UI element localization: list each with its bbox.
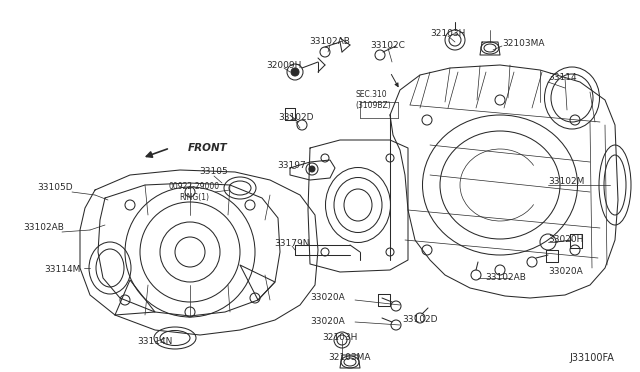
Text: 33114: 33114	[548, 74, 577, 83]
Text: 32103H: 32103H	[430, 29, 466, 38]
Text: 33102D: 33102D	[278, 113, 314, 122]
Text: 33114M: 33114M	[44, 266, 80, 275]
Text: 33020A: 33020A	[310, 317, 345, 327]
Circle shape	[309, 166, 315, 172]
Text: 33020A: 33020A	[548, 267, 583, 276]
Text: 32103MA: 32103MA	[329, 353, 371, 362]
Circle shape	[291, 68, 299, 76]
Text: 32103MA: 32103MA	[502, 39, 545, 48]
Text: 33102C: 33102C	[371, 41, 405, 49]
Text: 33197: 33197	[278, 160, 307, 170]
Text: 33179N: 33179N	[275, 238, 310, 247]
Text: 33102M: 33102M	[548, 177, 584, 186]
Text: 33020H: 33020H	[548, 235, 584, 244]
Text: 32009H: 32009H	[266, 61, 301, 70]
Text: 33102D: 33102D	[403, 315, 438, 324]
Text: 33114N: 33114N	[138, 337, 173, 346]
Text: 32103H: 32103H	[323, 334, 358, 343]
Text: 00922-29000
RING(1): 00922-29000 RING(1)	[168, 182, 220, 202]
Text: 33102AB: 33102AB	[485, 273, 526, 282]
Text: J33100FA: J33100FA	[570, 353, 614, 363]
Text: 33102AB: 33102AB	[310, 38, 351, 46]
Text: 33105: 33105	[200, 167, 228, 176]
Text: 33105D: 33105D	[37, 183, 73, 192]
Text: 33102AB: 33102AB	[24, 224, 65, 232]
Text: 33020A: 33020A	[310, 294, 345, 302]
Text: FRONT: FRONT	[188, 143, 228, 153]
Text: SEC.310
(3109BZ): SEC.310 (3109BZ)	[355, 90, 391, 110]
